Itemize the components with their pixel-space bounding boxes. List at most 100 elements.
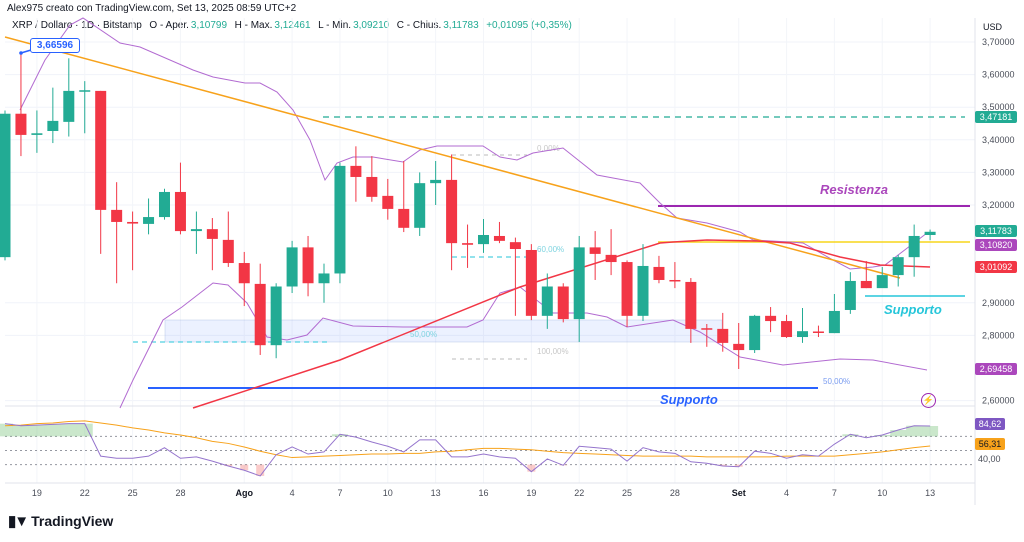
tradingview-logo[interactable]: ▮▼ TradingView	[8, 512, 113, 530]
high-price-callout[interactable]: 3,66596	[30, 38, 80, 53]
candle[interactable]	[430, 160, 442, 205]
time-tick-label: 4	[784, 488, 789, 498]
candle[interactable]	[0, 110, 11, 261]
open-value: 3,10799	[190, 20, 228, 31]
time-tick-label: 25	[128, 488, 138, 498]
candle[interactable]	[812, 325, 824, 338]
candle[interactable]	[733, 323, 745, 369]
candle[interactable]	[557, 283, 569, 323]
candle[interactable]	[159, 188, 170, 220]
support-bottom-label[interactable]: Supporto	[660, 392, 718, 407]
lightning-icon[interactable]: ⚡	[921, 393, 936, 408]
candle-body	[924, 231, 936, 235]
candle-body	[111, 209, 123, 222]
candle[interactable]	[892, 254, 904, 287]
candle[interactable]	[302, 235, 314, 297]
candle[interactable]	[653, 255, 665, 284]
candle[interactable]	[366, 156, 378, 202]
candle[interactable]	[47, 87, 59, 144]
candle-body	[414, 183, 426, 228]
downtrend-line[interactable]	[4, 36, 901, 279]
candle-body	[382, 195, 394, 209]
candle[interactable]	[206, 218, 218, 271]
candle[interactable]	[350, 146, 362, 202]
price-tick-label: 2,90000	[982, 298, 1015, 308]
candle[interactable]	[414, 172, 426, 236]
candle-body	[844, 280, 856, 310]
candle-body	[525, 249, 537, 316]
candle[interactable]	[876, 266, 888, 289]
candle[interactable]	[79, 81, 91, 134]
candles	[0, 53, 936, 369]
candle[interactable]	[509, 237, 521, 316]
candle[interactable]	[174, 162, 186, 235]
price-axis[interactable]: 3,70000 3,60000 3,50000 3,40000 3,30000 3,200…	[982, 37, 1015, 406]
candle[interactable]	[270, 283, 282, 359]
candle[interactable]	[63, 58, 75, 137]
candle[interactable]	[605, 229, 617, 276]
candle[interactable]	[541, 273, 553, 329]
candle[interactable]	[222, 211, 234, 267]
candle-body	[478, 234, 489, 245]
candle[interactable]	[525, 244, 537, 321]
candle[interactable]	[15, 53, 27, 157]
yellow-line-badge: 3,10820	[975, 239, 1017, 251]
candle[interactable]	[573, 235, 585, 342]
candle-body	[892, 257, 904, 276]
moving-average-line	[192, 239, 931, 409]
candle[interactable]	[318, 263, 330, 303]
time-tick-label: 28	[670, 488, 680, 498]
candle[interactable]	[844, 272, 856, 314]
price-tick-label: 2,80000	[982, 330, 1015, 340]
candle[interactable]	[589, 231, 601, 280]
candle[interactable]	[717, 312, 729, 352]
currency-label[interactable]: USD	[983, 22, 1003, 32]
candle[interactable]	[797, 308, 808, 343]
symbol-name[interactable]: XRP / Dollaro · 1D · Bitstamp	[12, 20, 142, 31]
candle[interactable]	[781, 314, 793, 339]
candle[interactable]	[621, 260, 633, 327]
candle[interactable]	[924, 229, 936, 241]
candle[interactable]	[143, 198, 155, 235]
candle[interactable]	[446, 154, 458, 271]
candle[interactable]	[462, 224, 474, 268]
candle[interactable]	[765, 307, 777, 333]
candle[interactable]	[749, 314, 761, 354]
candle-body	[174, 191, 186, 232]
candle[interactable]	[685, 278, 697, 343]
rsi-pane	[0, 420, 975, 477]
candle[interactable]	[637, 244, 649, 322]
candle[interactable]	[398, 160, 410, 233]
price-tick-label: 2,60000	[982, 396, 1015, 406]
candle[interactable]	[127, 211, 139, 271]
candle[interactable]	[95, 90, 107, 254]
candle[interactable]	[908, 224, 920, 277]
candle[interactable]	[190, 211, 202, 254]
candle-body	[127, 221, 139, 224]
candle[interactable]	[254, 263, 266, 355]
callout-anchor	[19, 51, 23, 55]
candle-body	[509, 242, 521, 250]
time-axis[interactable]: 19 22 25 28 Ago 4 7 10 13 16 19 22 25 28 Set 4 7 10 13	[32, 488, 935, 498]
candle[interactable]	[111, 182, 123, 284]
resistance-label[interactable]: Resistenza	[820, 182, 888, 197]
candle-body	[31, 133, 43, 135]
candle[interactable]	[334, 162, 346, 284]
candle-body	[159, 191, 170, 218]
candle[interactable]	[382, 178, 394, 220]
candle[interactable]	[669, 262, 681, 289]
support-right-label[interactable]: Supporto	[884, 302, 942, 317]
candle[interactable]	[238, 251, 250, 307]
candle-body	[876, 275, 888, 289]
candle[interactable]	[860, 261, 872, 289]
candle-body	[605, 254, 617, 263]
candle-body	[286, 247, 298, 287]
candle[interactable]	[31, 110, 43, 153]
candle[interactable]	[701, 323, 713, 347]
fib-zone-box[interactable]	[164, 319, 723, 343]
candle[interactable]	[286, 240, 298, 294]
candle[interactable]	[478, 219, 489, 253]
candle[interactable]	[828, 293, 840, 334]
candle[interactable]	[493, 221, 505, 244]
